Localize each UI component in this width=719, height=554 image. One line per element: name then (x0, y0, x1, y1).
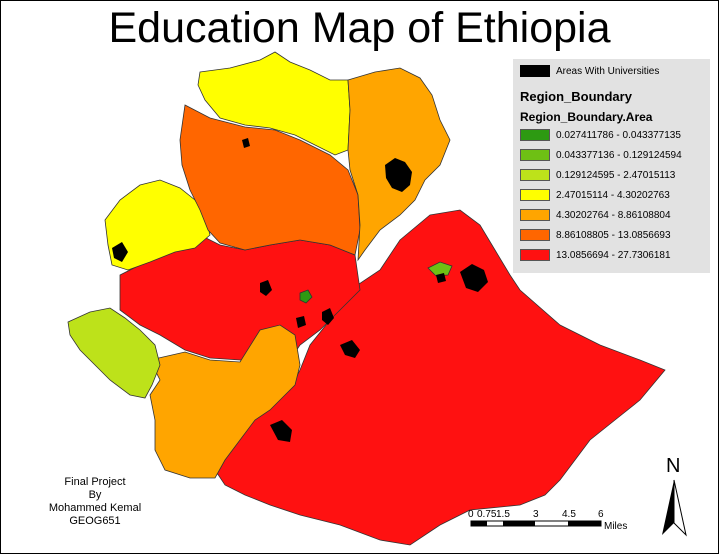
legend-class-swatch (520, 129, 550, 141)
legend-class-swatch (520, 229, 550, 241)
university-area (460, 264, 488, 292)
north-arrow-icon (662, 479, 687, 537)
legend-class-label: 0.027411786 - 0.043377135 (556, 129, 681, 141)
university-area (112, 242, 128, 262)
scale-label: 1.5 (496, 509, 510, 520)
legend-class-row: 13.0856694 - 27.7306181 (520, 249, 671, 261)
legend-panel: Areas With Universities Region_Boundary … (513, 59, 710, 273)
legend-class-row: 8.86108805 - 13.0856693 (520, 229, 671, 241)
legend-class-label: 4.30202764 - 8.86108804 (556, 209, 671, 221)
legend-universities: Areas With Universities (520, 65, 659, 77)
university-area (322, 308, 334, 325)
region-dire-dawa-green[interactable] (427, 261, 453, 277)
legend-class-row: 4.30202764 - 8.86108804 (520, 209, 671, 221)
scale-label: 0 (468, 509, 474, 520)
credit-line: Final Project (64, 476, 126, 488)
credit-line: By (88, 489, 102, 501)
legend-class-swatch (520, 169, 550, 181)
legend-class-label: 8.86108805 - 13.0856693 (556, 229, 671, 241)
legend-field-name: Region_Boundary.Area (520, 110, 653, 124)
legend-class-row: 0.129124595 - 2.47015113 (520, 169, 675, 181)
university-area (436, 273, 446, 283)
university-areas (112, 138, 488, 442)
scale-bar-graphic (470, 520, 602, 527)
legend-class-label: 0.043377136 - 0.129124594 (556, 149, 682, 161)
legend-layer-name: Region_Boundary (520, 89, 632, 104)
legend-class-label: 13.0856694 - 27.7306181 (556, 249, 671, 261)
legend-class-row: 0.043377136 - 0.129124594 (520, 149, 682, 161)
region-southwest-orange[interactable] (149, 324, 301, 479)
credit-line: GEOG651 (69, 515, 121, 527)
scale-label: 3 (533, 509, 539, 520)
region-benishangul-yellow[interactable] (104, 179, 211, 271)
university-area (296, 316, 306, 328)
university-area (270, 420, 292, 442)
legend-class-swatch (520, 189, 550, 201)
legend-class-row: 0.027411786 - 0.043377135 (520, 129, 681, 141)
scale-label: 0.75 (477, 509, 497, 520)
legend-class-label: 0.129124595 - 2.47015113 (556, 169, 676, 181)
university-area (385, 158, 412, 192)
legend-class-row: 2.47015114 - 4.30202763 (520, 189, 670, 201)
credit-line: Mohammed Kemal (48, 502, 142, 514)
scale-label: 6 (598, 509, 604, 520)
legend-class-label: 2.47015114 - 4.30202763 (556, 189, 670, 201)
university-swatch (520, 65, 550, 77)
map-title: Education Map of Ethiopia (108, 4, 611, 52)
north-label: N (666, 455, 681, 477)
scale-bar: 0 0.75 1.5 3 4.5 6 Miles (466, 505, 636, 535)
credits-block: Final Project By Mohammed Kemal GEOG651 (38, 476, 152, 528)
legend-class-swatch (520, 209, 550, 221)
legend-universities-label: Areas With Universities (556, 65, 660, 77)
scale-unit: Miles (604, 521, 628, 532)
region-gambela-lime[interactable] (67, 307, 161, 399)
region-harari-green[interactable] (299, 289, 313, 304)
scale-label: 4.5 (562, 509, 576, 520)
legend-class-swatch (520, 149, 550, 161)
university-area (260, 280, 272, 296)
university-area (340, 340, 360, 358)
university-area (242, 138, 250, 148)
region-amhara-orange-red[interactable] (179, 104, 361, 256)
region-west-red[interactable] (119, 234, 361, 361)
legend-class-swatch (520, 249, 550, 261)
